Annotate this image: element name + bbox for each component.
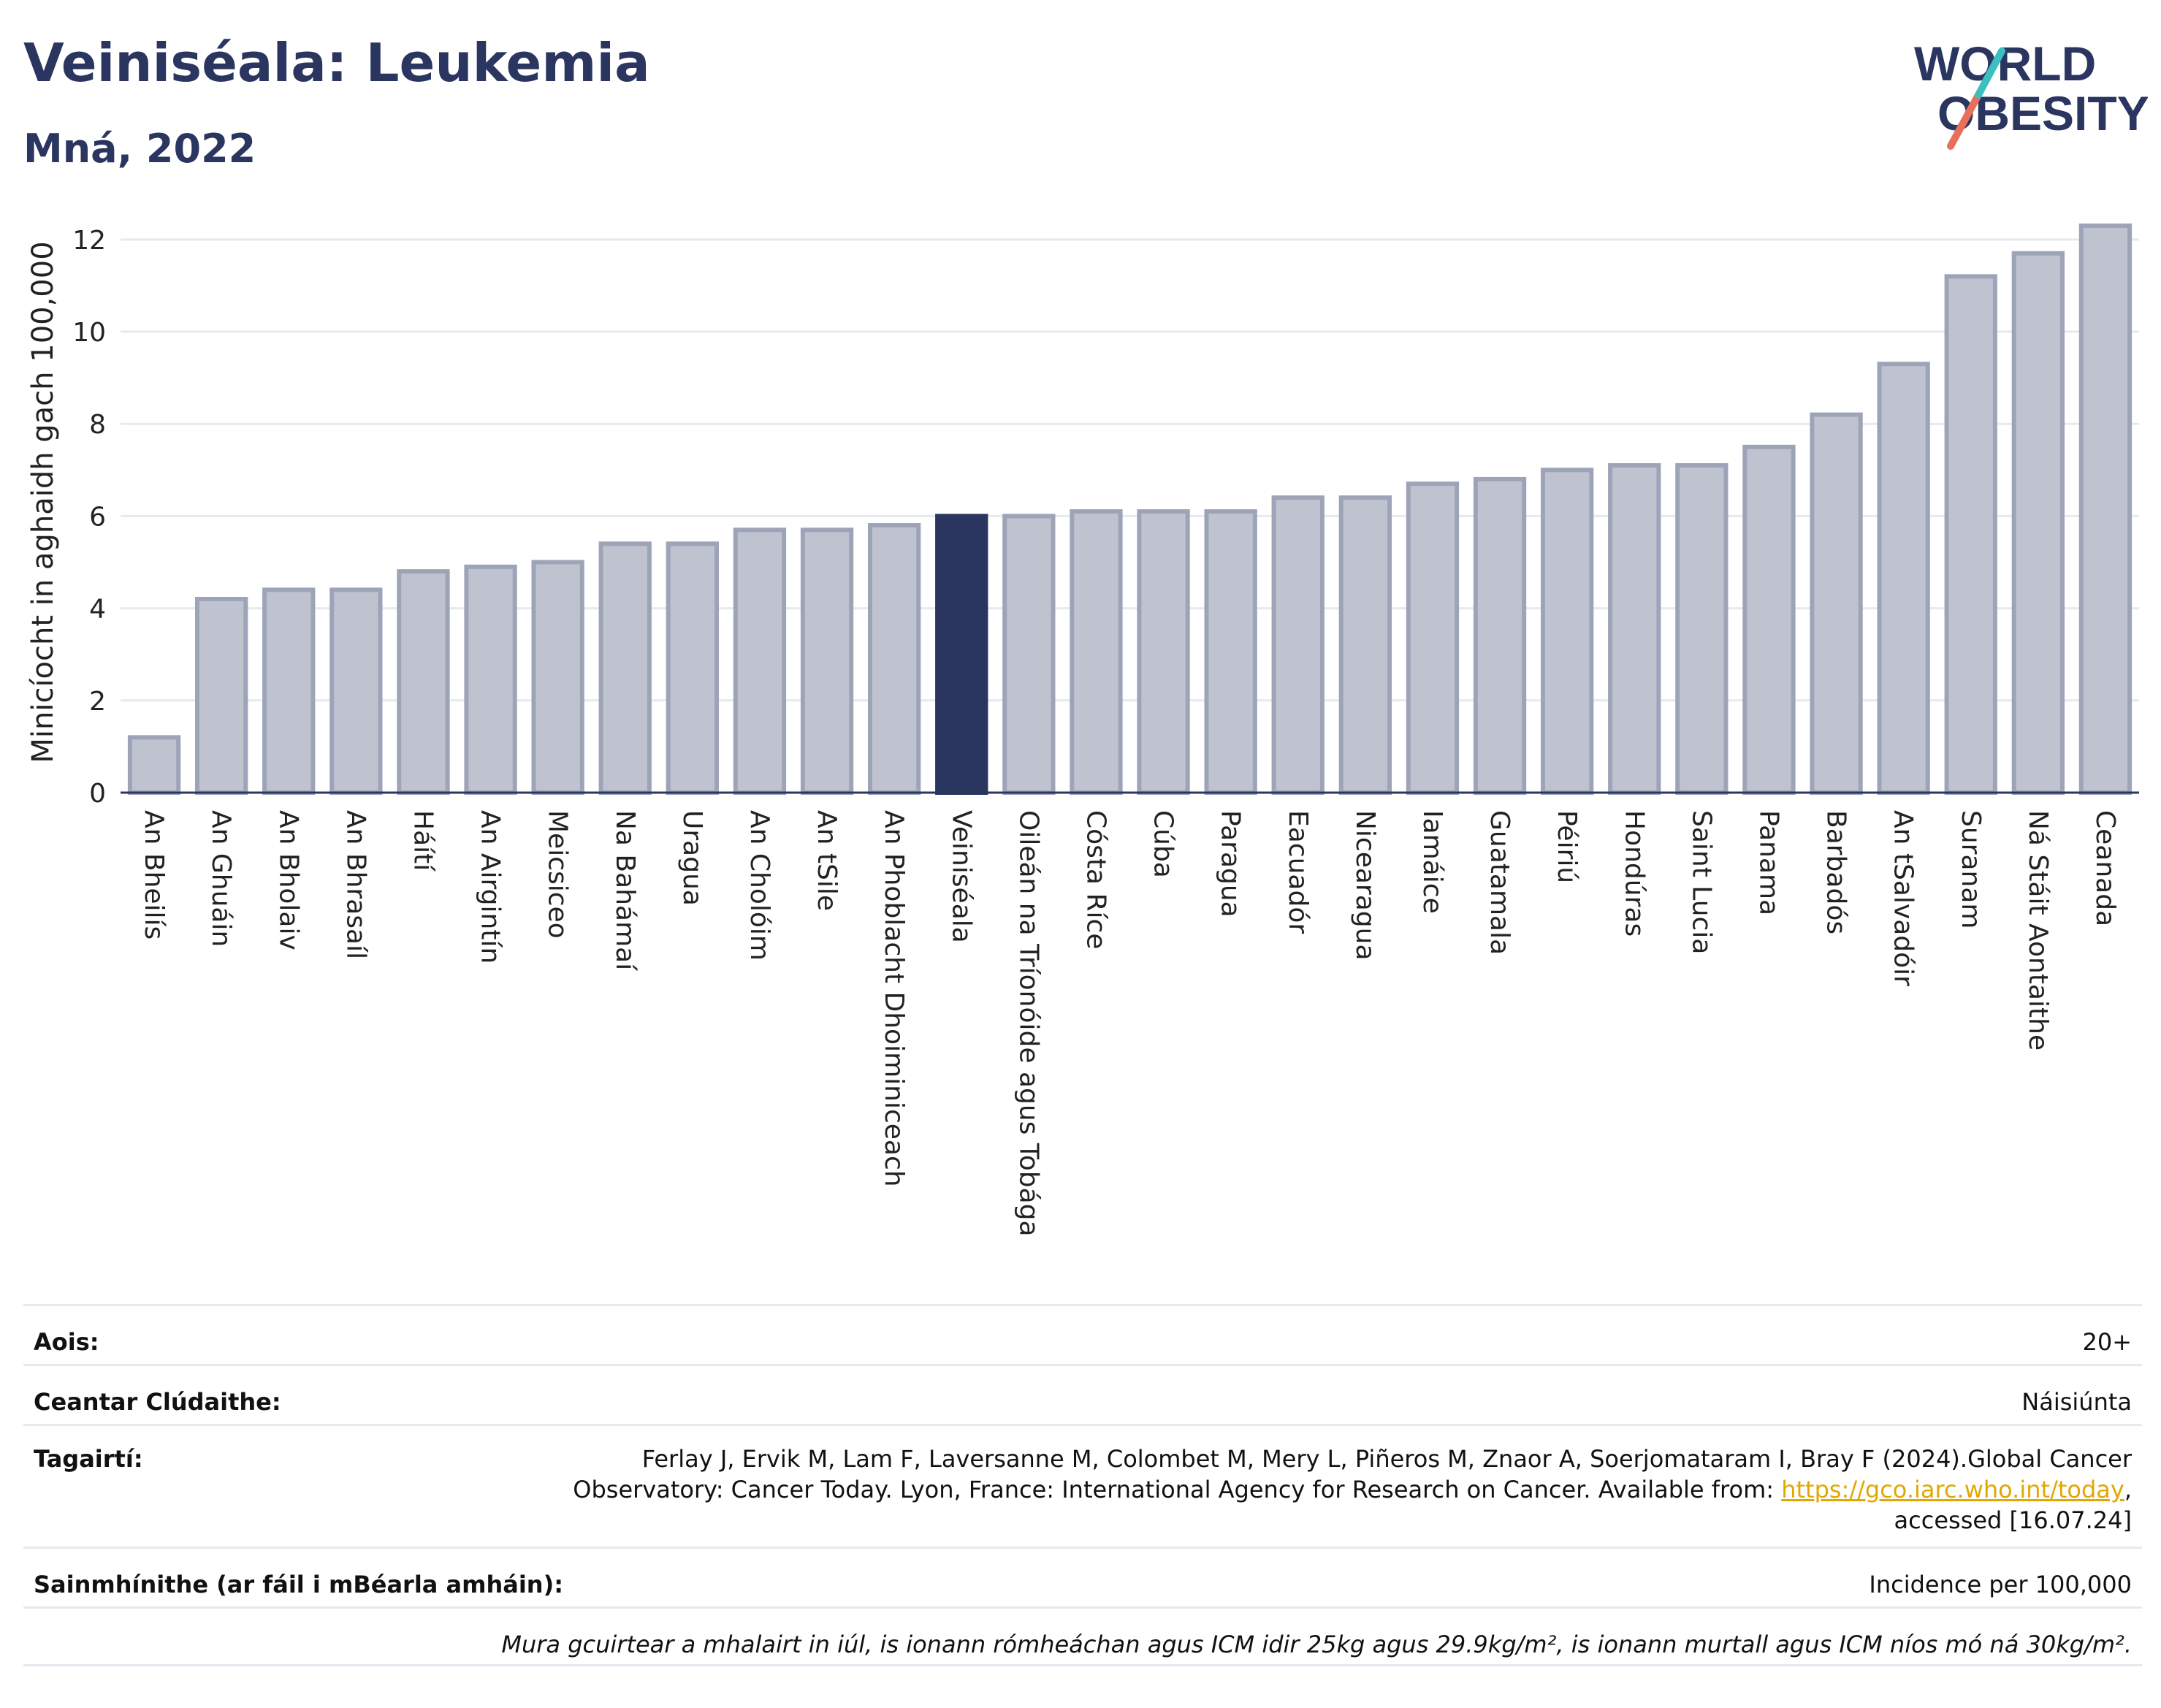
x-tick-label: An tSile — [812, 810, 842, 911]
info-row-area: Ceantar Clúdaithe: Náisiúnta — [23, 1364, 2142, 1424]
bar — [1540, 468, 1594, 795]
x-tick-label: Hondúras — [1619, 810, 1649, 937]
bar — [1137, 509, 1190, 795]
bar — [194, 597, 248, 795]
definitions-value: Incidence per 100,000 — [1869, 1571, 2132, 1598]
bar — [1204, 509, 1257, 795]
definitions-label: Sainmhínithe (ar fáil i mBéarla amháin): — [34, 1571, 563, 1598]
y-tick-label: 8 — [89, 410, 106, 440]
x-tick-label: Saint Lucia — [1686, 810, 1716, 954]
bar — [1271, 495, 1325, 795]
bar — [867, 523, 921, 795]
bar — [598, 541, 652, 795]
x-tick-label: Meicsiceo — [543, 810, 573, 939]
x-tick-label: Suranam — [1956, 810, 1986, 929]
x-tick-label: An Bholaiv — [273, 810, 303, 950]
bar — [1070, 509, 1123, 795]
bar — [1675, 463, 1729, 795]
info-row-age: Aois: 20+ — [23, 1304, 2142, 1364]
info-row-references: Tagairtí: Ferlay J, Ervik M, Lam F, Lave… — [23, 1424, 2142, 1547]
area-value: Náisiúnta — [2021, 1388, 2132, 1416]
bar — [666, 541, 720, 795]
bar — [397, 569, 450, 796]
x-tick-label: An tSalvadóir — [1889, 810, 1918, 986]
y-tick-label: 0 — [89, 779, 106, 809]
logo-slash-lower — [1947, 91, 1982, 150]
references-label: Tagairtí: — [34, 1445, 143, 1473]
age-value: 20+ — [2082, 1328, 2132, 1356]
x-tick-label: Guatamala — [1485, 810, 1514, 955]
bar — [464, 564, 517, 795]
logo-slash-upper — [1975, 47, 2005, 99]
x-tick-label: An Cholóim — [744, 810, 774, 961]
info-row-definitions: Sainmhínithe (ar fáil i mBéarla amháin):… — [23, 1547, 2142, 1606]
x-tick-label: Na Bahámaí — [610, 810, 640, 971]
info-row-note: Mura gcuirtear a mhalairt in iúl, is ion… — [23, 1606, 2142, 1666]
references-text-1: Ferlay J, Ervik M, Lam F, Laversanne M, … — [641, 1445, 2132, 1473]
bar — [1877, 362, 1930, 795]
x-tick-label: An Bhrasaíl — [340, 810, 370, 959]
y-axis-label: Minicíocht in aghaidh gach 100,000 — [26, 241, 60, 763]
x-tick-label: Péiriú — [1552, 810, 1582, 883]
references-text-2: Observatory: Cancer Today. Lyon, France:… — [573, 1476, 1782, 1503]
bar — [127, 735, 181, 795]
x-tick-label: Nicearagua — [1350, 810, 1380, 961]
bar — [1406, 481, 1460, 795]
references-link[interactable]: https://gco.iarc.who.int/today — [1781, 1476, 2124, 1503]
bar — [1338, 495, 1392, 795]
chart-subtitle: Mná, 2022 — [23, 126, 256, 172]
bar — [1944, 274, 1997, 796]
area-label: Ceantar Clúdaithe: — [34, 1388, 281, 1416]
x-tick-label: Uragua — [677, 810, 707, 906]
x-tick-label: Cósta Ríce — [1080, 810, 1110, 950]
footnote: Mura gcuirtear a mhalairt in iúl, is ion… — [501, 1631, 2132, 1658]
x-tick-label: Ná Stáit Aontaithe — [2023, 810, 2053, 1051]
bar — [1473, 476, 1527, 795]
x-tick-label: Barbadós — [1821, 810, 1851, 934]
x-tick-label: Iamáice — [1417, 810, 1447, 914]
bar — [733, 527, 787, 795]
bar — [329, 587, 383, 796]
x-tick-label: Eacuadór — [1283, 810, 1313, 934]
x-tick-label: An Phoblacht Dhoiminiceach — [879, 810, 909, 1187]
bar — [800, 527, 854, 795]
bar — [2011, 251, 2065, 795]
bar — [531, 560, 584, 795]
logo-line1: WORLD — [1914, 37, 2096, 91]
x-tick-label: An Airgintín — [476, 810, 506, 964]
bar — [935, 514, 988, 796]
info-table: Aois: 20+ Ceantar Clúdaithe: Náisiúnta T… — [23, 1304, 2142, 1666]
bar — [262, 587, 316, 796]
references-value: Ferlay J, Ervik M, Lam F, Laversanne M, … — [573, 1444, 2132, 1547]
bar-chart: 0 2 4 6 8 10 12 Minicíocht in aghaidh gach 100,… — [26, 223, 2139, 1237]
x-tick-label: Háítí — [408, 810, 438, 872]
x-tick-label: An Bheilís — [139, 810, 169, 939]
y-tick-label: 2 — [89, 687, 106, 717]
bar — [1810, 412, 1863, 795]
chart-title: Veiniséala: Leukemia — [23, 32, 650, 94]
references-text-3: , — [2124, 1476, 2132, 1503]
age-label: Aois: — [34, 1328, 99, 1356]
x-tick-label: Veiniséala — [946, 810, 976, 943]
x-tick-label: Paragua — [1216, 810, 1246, 918]
y-tick-label: 6 — [89, 502, 106, 532]
bar — [2078, 223, 2133, 795]
bar — [1002, 514, 1056, 796]
world-obesity-logo: WORLD OBESITY — [1914, 37, 2148, 150]
x-tick-label: Ceanada — [2090, 810, 2120, 926]
bar — [1742, 444, 1796, 795]
x-tick-label: An Ghuáin — [206, 810, 236, 947]
bar — [1608, 463, 1661, 795]
x-tick-label: Cúba — [1148, 810, 1178, 878]
references-text-4: accessed [16.07.24] — [1894, 1506, 2132, 1534]
y-tick-label: 10 — [72, 318, 106, 348]
x-tick-label: Panama — [1753, 810, 1783, 915]
y-tick-label: 4 — [89, 595, 106, 625]
x-tick-label: Oileán na Tríonóide agus Tobága — [1013, 810, 1043, 1237]
y-tick-label: 12 — [72, 226, 106, 256]
